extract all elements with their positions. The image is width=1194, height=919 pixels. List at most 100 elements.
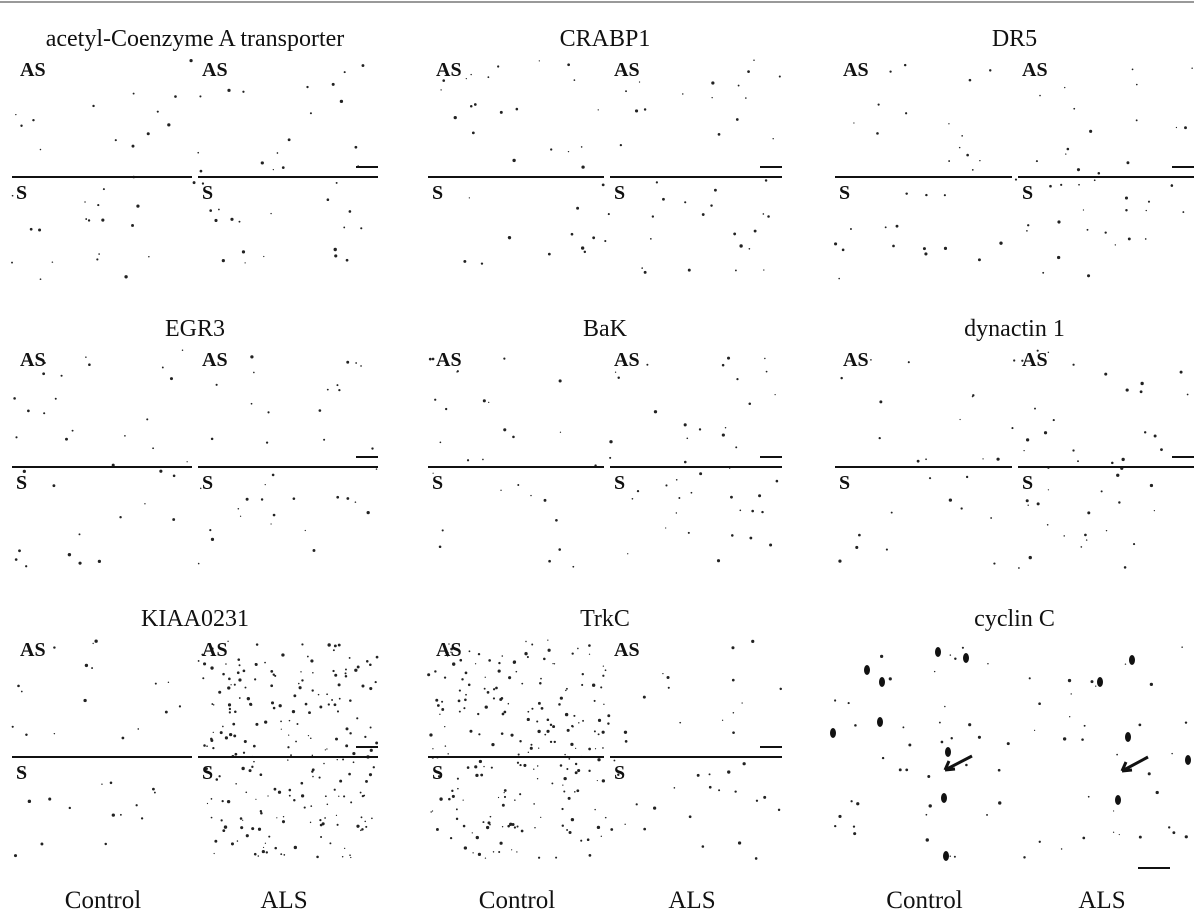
speck: [577, 769, 580, 772]
region-label: S: [1022, 472, 1033, 494]
speck: [1057, 220, 1060, 223]
speck: [228, 703, 231, 706]
speck: [1039, 95, 1041, 97]
speck: [954, 856, 956, 858]
speck: [220, 731, 223, 734]
speck: [499, 842, 502, 845]
speck: [709, 786, 712, 789]
speck: [457, 788, 459, 790]
speck: [998, 769, 1001, 772]
speck: [488, 659, 491, 662]
speck: [899, 768, 902, 771]
speck: [1101, 490, 1103, 492]
speck: [312, 776, 314, 778]
speck: [495, 687, 498, 690]
speck: [325, 795, 327, 797]
speck: [287, 759, 288, 760]
speck: [714, 189, 717, 192]
speck: [504, 792, 505, 793]
speck: [603, 704, 604, 705]
speck: [902, 726, 904, 728]
speck: [305, 703, 308, 706]
speck: [1034, 730, 1035, 731]
speck: [335, 738, 338, 741]
speck: [313, 549, 316, 552]
speck: [848, 702, 850, 704]
speck: [167, 123, 170, 126]
speck: [1060, 184, 1062, 186]
speck: [316, 856, 319, 859]
speck: [950, 654, 951, 655]
speck: [289, 720, 291, 722]
speck: [228, 678, 231, 681]
speck: [251, 403, 253, 405]
speck: [853, 832, 856, 835]
speck: [456, 808, 458, 810]
speck: [512, 436, 515, 439]
speck: [1023, 856, 1025, 858]
speck: [501, 732, 504, 735]
speck: [88, 363, 91, 366]
speck: [301, 643, 303, 645]
speck: [254, 853, 257, 856]
speck: [358, 825, 359, 826]
speck: [853, 825, 855, 827]
speck: [88, 219, 90, 221]
speck: [361, 816, 363, 818]
speck: [1116, 754, 1118, 756]
speck: [951, 737, 953, 739]
speck: [667, 676, 670, 679]
speck: [584, 251, 586, 253]
speck: [665, 527, 666, 528]
speck: [463, 800, 464, 801]
speck: [908, 743, 911, 746]
speck: [202, 677, 204, 679]
speck: [463, 707, 465, 709]
speck: [1128, 237, 1131, 240]
speck: [543, 658, 546, 661]
speck: [371, 447, 373, 449]
speck: [550, 148, 552, 150]
speck: [534, 827, 535, 828]
speck: [511, 849, 512, 850]
speck: [939, 722, 941, 724]
speck: [365, 780, 368, 783]
speck: [364, 736, 366, 738]
speck: [979, 160, 980, 161]
speck: [53, 646, 55, 648]
speck: [1125, 196, 1128, 199]
speck: [115, 139, 117, 141]
speck: [594, 700, 596, 702]
speck: [1104, 373, 1107, 376]
speck: [697, 774, 700, 777]
speck: [751, 510, 754, 513]
speck: [52, 261, 53, 262]
speck: [231, 842, 234, 845]
speck: [567, 729, 570, 732]
region-label: AS: [20, 639, 46, 661]
speck: [342, 758, 344, 760]
speck: [1148, 772, 1151, 775]
speck: [1185, 721, 1187, 723]
speck: [607, 714, 610, 717]
speck: [1145, 210, 1146, 211]
speck: [222, 726, 224, 728]
condition-label: ALS: [1078, 887, 1125, 914]
speck: [889, 677, 892, 680]
speck: [1057, 256, 1060, 259]
speck: [972, 394, 974, 396]
speck: [1121, 458, 1124, 461]
speck: [508, 236, 511, 239]
speck: [334, 674, 337, 677]
speck: [444, 676, 446, 678]
speck: [676, 479, 678, 481]
speck: [597, 780, 598, 781]
speck: [260, 773, 263, 776]
speck: [348, 773, 351, 776]
speck: [575, 771, 578, 774]
speck: [840, 377, 842, 379]
speck: [555, 519, 558, 522]
speck: [1156, 791, 1159, 794]
speck: [644, 271, 647, 274]
speck: [711, 81, 714, 84]
